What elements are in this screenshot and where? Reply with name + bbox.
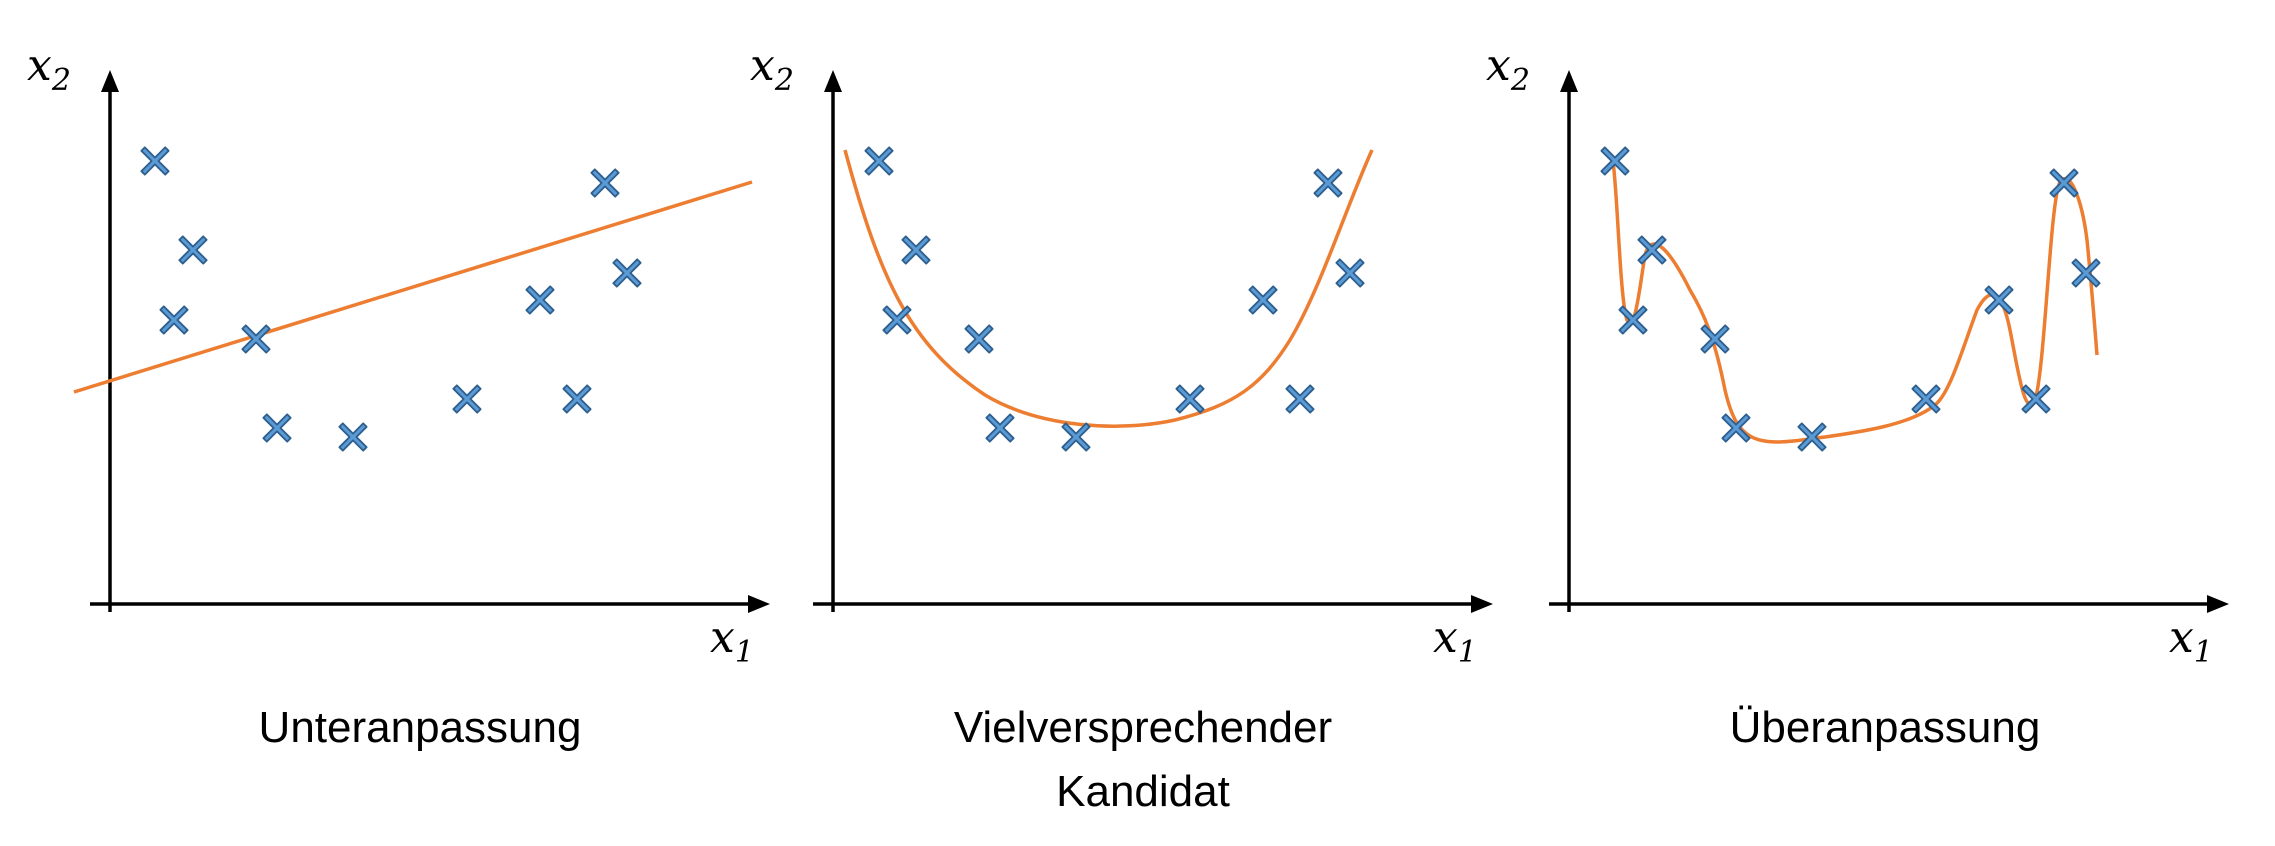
x-marker-icon [1175,384,1205,414]
y-axis-label: x2 [27,40,71,98]
fit-curve [1611,160,2099,444]
x-marker-icon [590,168,620,198]
x-marker-icon [1335,258,1365,288]
x-marker-icon [612,258,642,288]
x-marker-icon [338,422,368,452]
x-marker-icon [2071,258,2101,288]
x-marker-icon [1618,305,1648,335]
x-marker-icon [2049,168,2079,198]
data-points [864,146,1365,452]
x-marker-icon [864,146,894,176]
x-marker-icon [452,384,482,414]
panel-good-fit: x2 x1 Vielversprechender Kandidat [750,40,1493,816]
panel-caption-line-2: Kandidat [1056,767,1230,816]
y-axis [101,70,119,612]
x-axis [1549,595,2229,613]
x-marker-icon [1061,422,1091,452]
x-marker-icon [985,413,1015,443]
x-axis [813,595,1493,613]
x-marker-icon [882,305,912,335]
x-axis-label: x1 [1433,612,1477,670]
y-axis-label: x2 [1486,40,1530,98]
x-marker-icon [1911,384,1941,414]
data-points [140,146,642,452]
x-marker-icon [1313,168,1343,198]
x-marker-icon [1984,285,2014,315]
x-marker-icon [262,413,292,443]
x-marker-icon [1248,285,1278,315]
x-marker-icon [901,235,931,265]
panel-underfitting: x2 x1 Unteranpassung [27,40,770,752]
x-axis-label: x1 [710,612,754,670]
fit-curve [843,149,1374,428]
y-axis [824,70,842,612]
fit-line [73,180,753,394]
x-marker-icon [178,235,208,265]
panel-caption: Vielversprechender [954,703,1332,752]
x-marker-icon [562,384,592,414]
x-axis-label: x1 [2169,612,2213,670]
x-marker-icon [1637,235,1667,265]
y-axis-label: x2 [750,40,794,98]
data-points [1600,146,2101,452]
y-axis [1560,70,1578,612]
x-marker-icon [1285,384,1315,414]
panel-caption: Überanpassung [1730,703,2041,752]
x-axis [90,595,770,613]
x-marker-icon [964,324,994,354]
panel-overfitting: x2 x1 Überanpassung [1486,40,2229,752]
x-marker-icon [525,285,555,315]
x-marker-icon [140,146,170,176]
x-marker-icon [159,305,189,335]
panel-caption: Unteranpassung [259,703,582,752]
